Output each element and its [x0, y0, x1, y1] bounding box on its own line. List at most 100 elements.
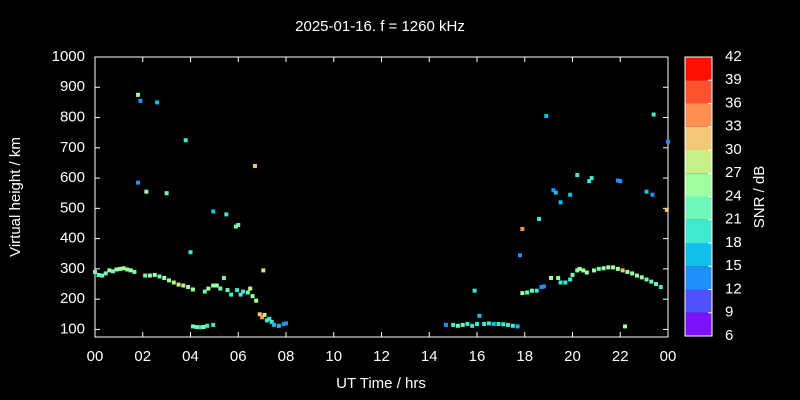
- colorbar-tick-label: 42: [725, 48, 742, 65]
- point: [284, 321, 288, 326]
- point: [591, 268, 596, 273]
- x-tick-label: 22: [612, 348, 629, 365]
- point: [93, 269, 97, 274]
- point: [132, 269, 137, 274]
- point: [625, 269, 630, 274]
- point: [248, 286, 253, 291]
- point: [221, 275, 226, 280]
- point: [236, 223, 241, 227]
- point: [570, 272, 575, 277]
- colorbar-tick-label: 18: [725, 234, 742, 251]
- point: [470, 323, 475, 328]
- point: [225, 288, 230, 293]
- point: [658, 285, 663, 290]
- point: [615, 178, 620, 183]
- y-tick-label: 800: [60, 109, 85, 126]
- point: [262, 312, 267, 317]
- point: [100, 273, 105, 278]
- y-tick-label: 500: [60, 199, 85, 216]
- x-tick-label: 14: [421, 348, 438, 365]
- point: [587, 179, 592, 184]
- point: [451, 322, 456, 327]
- point: [164, 191, 169, 196]
- colorbar-tick-label: 21: [725, 211, 742, 228]
- point: [211, 322, 216, 327]
- point: [589, 176, 594, 181]
- y-tick-label: 100: [60, 320, 85, 337]
- point: [611, 265, 616, 270]
- y-axis-label: Virtual height / km: [7, 137, 24, 257]
- point: [201, 325, 206, 330]
- point: [654, 282, 659, 287]
- point: [235, 288, 240, 293]
- point: [241, 289, 246, 294]
- point: [606, 265, 611, 270]
- point: [107, 268, 112, 273]
- point: [443, 322, 448, 327]
- x-axis-label: UT Time / hrs: [336, 375, 426, 392]
- y-tick-label: 1000: [52, 48, 85, 65]
- x-tick-label: 00: [660, 348, 677, 365]
- point: [250, 294, 255, 299]
- point: [651, 112, 656, 117]
- point: [575, 268, 580, 273]
- point: [260, 315, 265, 320]
- point: [143, 273, 148, 278]
- y-tick-label: 900: [60, 78, 85, 95]
- point: [138, 98, 143, 103]
- point: [267, 316, 272, 321]
- colorbar-band: [685, 196, 712, 220]
- point: [482, 321, 487, 326]
- point: [618, 179, 623, 184]
- x-tick-label: 20: [564, 348, 581, 365]
- point: [664, 207, 669, 212]
- point: [515, 324, 520, 329]
- y-tick-label: 700: [60, 139, 85, 156]
- point: [549, 275, 554, 280]
- point: [465, 321, 470, 326]
- point: [281, 321, 286, 326]
- point: [190, 287, 195, 292]
- point: [568, 277, 573, 282]
- point: [551, 188, 556, 193]
- colorbar-band: [685, 266, 712, 290]
- colorbar-label: SNR / dB: [751, 166, 768, 229]
- point: [460, 322, 465, 327]
- x-tick-label: 18: [516, 348, 533, 365]
- point: [649, 279, 654, 284]
- colorbar-tick-label: 15: [725, 257, 742, 274]
- x-tick-label: 08: [278, 348, 295, 365]
- point: [205, 323, 210, 328]
- point: [155, 100, 160, 105]
- point: [501, 322, 506, 327]
- point: [194, 325, 199, 330]
- point: [152, 272, 157, 277]
- point: [584, 270, 589, 275]
- point: [623, 324, 628, 329]
- point: [630, 271, 635, 276]
- colorbar-tick-label: 27: [725, 164, 742, 181]
- colorbar-tick-label: 36: [725, 94, 742, 111]
- point: [171, 280, 176, 285]
- point: [541, 284, 546, 289]
- point: [135, 92, 140, 97]
- colorbar-band: [685, 103, 712, 127]
- colorbar-band: [685, 312, 712, 336]
- point: [206, 286, 211, 291]
- point: [198, 325, 203, 330]
- point: [176, 282, 181, 287]
- x-tick-label: 16: [469, 348, 486, 365]
- point: [620, 268, 625, 273]
- point: [257, 312, 262, 317]
- point: [211, 209, 216, 214]
- point: [110, 269, 115, 274]
- colorbar-band: [685, 219, 712, 243]
- point: [183, 138, 188, 143]
- point: [615, 266, 620, 271]
- point: [486, 321, 491, 326]
- point: [520, 291, 525, 296]
- point: [118, 266, 123, 271]
- point: [496, 321, 501, 326]
- colorbar-tick-label: 6: [725, 327, 733, 344]
- point: [272, 322, 277, 327]
